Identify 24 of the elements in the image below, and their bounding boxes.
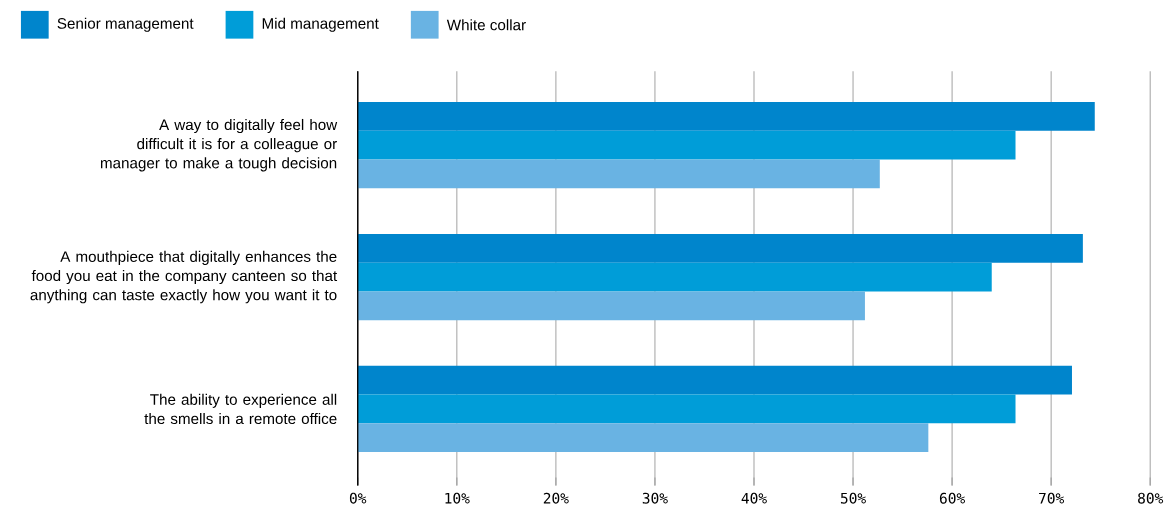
bar [357,291,865,321]
y-tick-label: The ability to experience all the smells in a remote office [144,393,337,425]
y-tick-label: A way to digitally feel how difficult it is for a colleague or manager to make a tough decision [100,118,338,172]
legend-label: White collar [446,19,526,31]
bar [357,262,992,292]
x-tick-label: 50% [840,492,866,504]
x-tick-label: 20% [543,492,569,504]
x-tick-label: 0% [349,492,367,504]
bar [357,233,1083,263]
legend-label: Senior management [57,17,194,32]
x-tick-label: 30% [642,492,668,504]
bar [357,365,1072,395]
x-tick-label: 40% [741,492,767,504]
x-tick-label: 10% [445,492,470,504]
y-tick-label: A mouthpiece that digitally enhances the food you eat in the company canteen so that anything can taste exactly how you want it to [30,250,338,304]
x-tick-label: 60% [939,492,965,504]
bar [357,102,1095,131]
x-tick-label: 70% [1039,492,1065,504]
bar [357,130,1016,160]
bar [357,423,929,452]
bar [357,159,880,189]
bar [357,394,1016,424]
legend-label: Mid management [262,17,379,32]
x-tick-label: 80% [1138,492,1164,504]
